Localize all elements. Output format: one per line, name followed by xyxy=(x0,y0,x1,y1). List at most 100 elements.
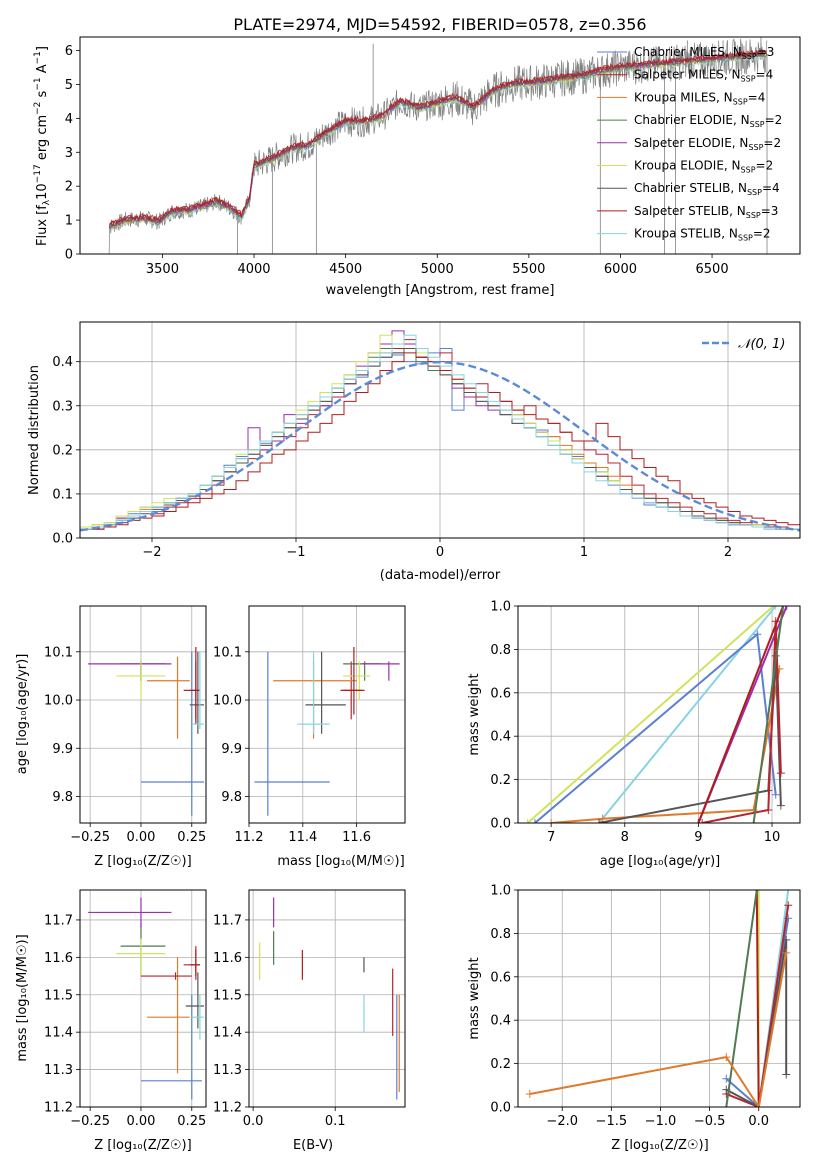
massweight-marker xyxy=(784,901,793,910)
massweight-marker xyxy=(782,606,791,610)
y-tick-label: 3 xyxy=(65,146,73,161)
x-tick-label: 0.00 xyxy=(126,830,155,845)
massweight-marker xyxy=(776,769,785,778)
massweight-marker xyxy=(754,890,763,894)
x-tick-label: 4000 xyxy=(237,262,270,277)
spectrum-plot-area xyxy=(107,37,768,254)
massweight-marker xyxy=(525,1089,534,1098)
massweight-line-chabrier_elodie xyxy=(752,606,785,823)
legend-label: Chabrier STELIB, N xyxy=(634,181,747,195)
residuals-y-label: Normed distribution xyxy=(27,365,42,495)
x-tick-label: −2 xyxy=(142,545,161,560)
model-spectrum-salpeter_stelib xyxy=(109,48,767,225)
y-label-part: erg cm xyxy=(35,115,50,164)
massweight-marker xyxy=(722,1053,731,1062)
residuals-x-label: (data-model)/error xyxy=(380,568,501,583)
x-tick-label: −2.0 xyxy=(546,1114,578,1129)
y-tick-label: 9.9 xyxy=(52,742,73,757)
x-tick-label: 0 xyxy=(436,545,444,560)
y-tick-label: 11.3 xyxy=(213,1063,242,1078)
y-label-part: −2 xyxy=(33,102,43,115)
y-tick-label: 0.6 xyxy=(490,686,511,701)
model-spectrum-kroupa_elodie xyxy=(108,53,767,230)
legend-entry: Salpeter STELIB, NSSP=3 xyxy=(634,204,778,220)
massweight-marker xyxy=(530,819,539,823)
y-tick-label: 0.2 xyxy=(490,1057,511,1072)
y-label-part: λ xyxy=(42,199,52,205)
legend-entry: Salpeter MILES, NSSP=4 xyxy=(634,68,773,84)
y-tick-label: 10.1 xyxy=(213,645,242,660)
massweight-marker xyxy=(782,1070,791,1079)
legend-tail: =3 xyxy=(761,204,779,218)
massweight-marker xyxy=(771,790,780,799)
massweight_vs_age-plot-area xyxy=(523,606,791,823)
x-tick-label: 0.1 xyxy=(325,1114,346,1129)
y-tick-label: 9.8 xyxy=(221,790,242,805)
y-tick-label: 11.5 xyxy=(213,988,242,1003)
x-tick-label: 0.25 xyxy=(177,1114,206,1129)
y-label-part: s xyxy=(35,90,50,101)
histogram-kroupa_stelib xyxy=(80,334,800,530)
y-tick-label: 0.4 xyxy=(52,355,73,370)
massweight-marker xyxy=(771,606,780,610)
legend-tail: =4 xyxy=(756,68,774,82)
massweight-marker xyxy=(764,805,773,814)
x-tick-label: 11.4 xyxy=(288,830,317,845)
massweight-marker xyxy=(782,935,791,944)
legend-tail: =2 xyxy=(765,113,783,127)
y-tick-label: 11.4 xyxy=(44,1026,73,1041)
x-tick-label: 5500 xyxy=(512,262,545,277)
massweight-marker xyxy=(784,890,793,894)
x-tick-label: 6000 xyxy=(604,262,637,277)
y-label-part: −1 xyxy=(33,51,43,64)
legend-label: Kroupa MILES, N xyxy=(634,90,733,104)
age-vs-Z-x-label: Z [log₁₀(Z/Z☉)] xyxy=(94,854,191,869)
legend-subscript: SSP xyxy=(741,75,756,84)
spectrum-axes: 3500 4000 4500 5000 5500 6000 6500 0 1 2 3 4 5 6 xyxy=(65,44,729,277)
y-label-part: ] xyxy=(35,46,50,51)
legend-entry: Chabrier ELODIE, NSSP=2 xyxy=(634,113,782,129)
y-tick-label: 11.6 xyxy=(44,951,73,966)
massweight-line-kroupa_miles xyxy=(551,668,781,823)
legend-label: Salpeter STELIB, N xyxy=(634,204,746,218)
y-tick-label: 1 xyxy=(65,214,73,229)
legend-subscript: SSP xyxy=(738,234,753,243)
y-tick-label: 0.1 xyxy=(52,487,73,502)
mass-vs-Z-x-label: Z [log₁₀(Z/Z☉)] xyxy=(94,1138,191,1153)
y-tick-label: 1.0 xyxy=(490,884,511,899)
y-tick-label: 11.7 xyxy=(44,913,73,928)
legend-tail: =2 xyxy=(763,136,781,150)
x-tick-label: −0.25 xyxy=(70,1114,110,1129)
x-tick-label: −1.0 xyxy=(645,1114,677,1129)
legend-entry: Salpeter ELODIE, NSSP=2 xyxy=(634,136,781,152)
legend-subscript: SSP xyxy=(748,143,763,152)
y-label-part: −1 xyxy=(33,77,43,90)
legend-tail: =3 xyxy=(757,45,775,59)
mass-vs-EBV-x-label: E(B-V) xyxy=(293,1138,333,1153)
x-tick-label: 4500 xyxy=(329,262,362,277)
massweight-marker xyxy=(722,1074,731,1083)
massweight-marker xyxy=(722,1103,731,1107)
massweight-marker xyxy=(754,1103,763,1107)
legend-subscript: SSP xyxy=(742,52,757,61)
mass_vs_Z-axes: −0.25 0.00 0.25 11.2 11.3 11.4 11.5 11.6 11.7 xyxy=(44,890,206,1129)
legend-subscript: SSP xyxy=(747,188,762,197)
y-label-part: 10 xyxy=(35,183,50,200)
legend-label: Chabrier MILES, N xyxy=(634,45,742,59)
massweight-line-salpeter_miles xyxy=(701,621,782,823)
axes-frame xyxy=(517,889,801,1108)
age_vs_Z-axes: −0.25 0.00 0.25 9.8 9.9 10.0 10.1 xyxy=(44,606,206,845)
legend-entry: Chabrier STELIB, NSSP=4 xyxy=(634,181,780,197)
legend-subscript: SSP xyxy=(750,120,765,129)
age-vs-mass-x-label: mass [log₁₀(M/M☉)] xyxy=(277,854,404,869)
massweight-marker xyxy=(782,948,791,957)
mass_vs_EBV-axes: 0.0 0.1 11.2 11.3 11.4 11.5 11.6 11.7 xyxy=(213,890,405,1129)
legend-tail: =2 xyxy=(753,227,771,241)
massweight-marker xyxy=(749,819,758,823)
x-tick-label: −0.25 xyxy=(70,830,110,845)
massweight-line-salpeter_stelib xyxy=(755,890,760,1107)
y-tick-label: 11.2 xyxy=(213,1101,242,1116)
y-label-part: −17 xyxy=(33,164,43,183)
x-tick-label: 10 xyxy=(764,830,781,845)
x-tick-label: 11.6 xyxy=(342,830,371,845)
